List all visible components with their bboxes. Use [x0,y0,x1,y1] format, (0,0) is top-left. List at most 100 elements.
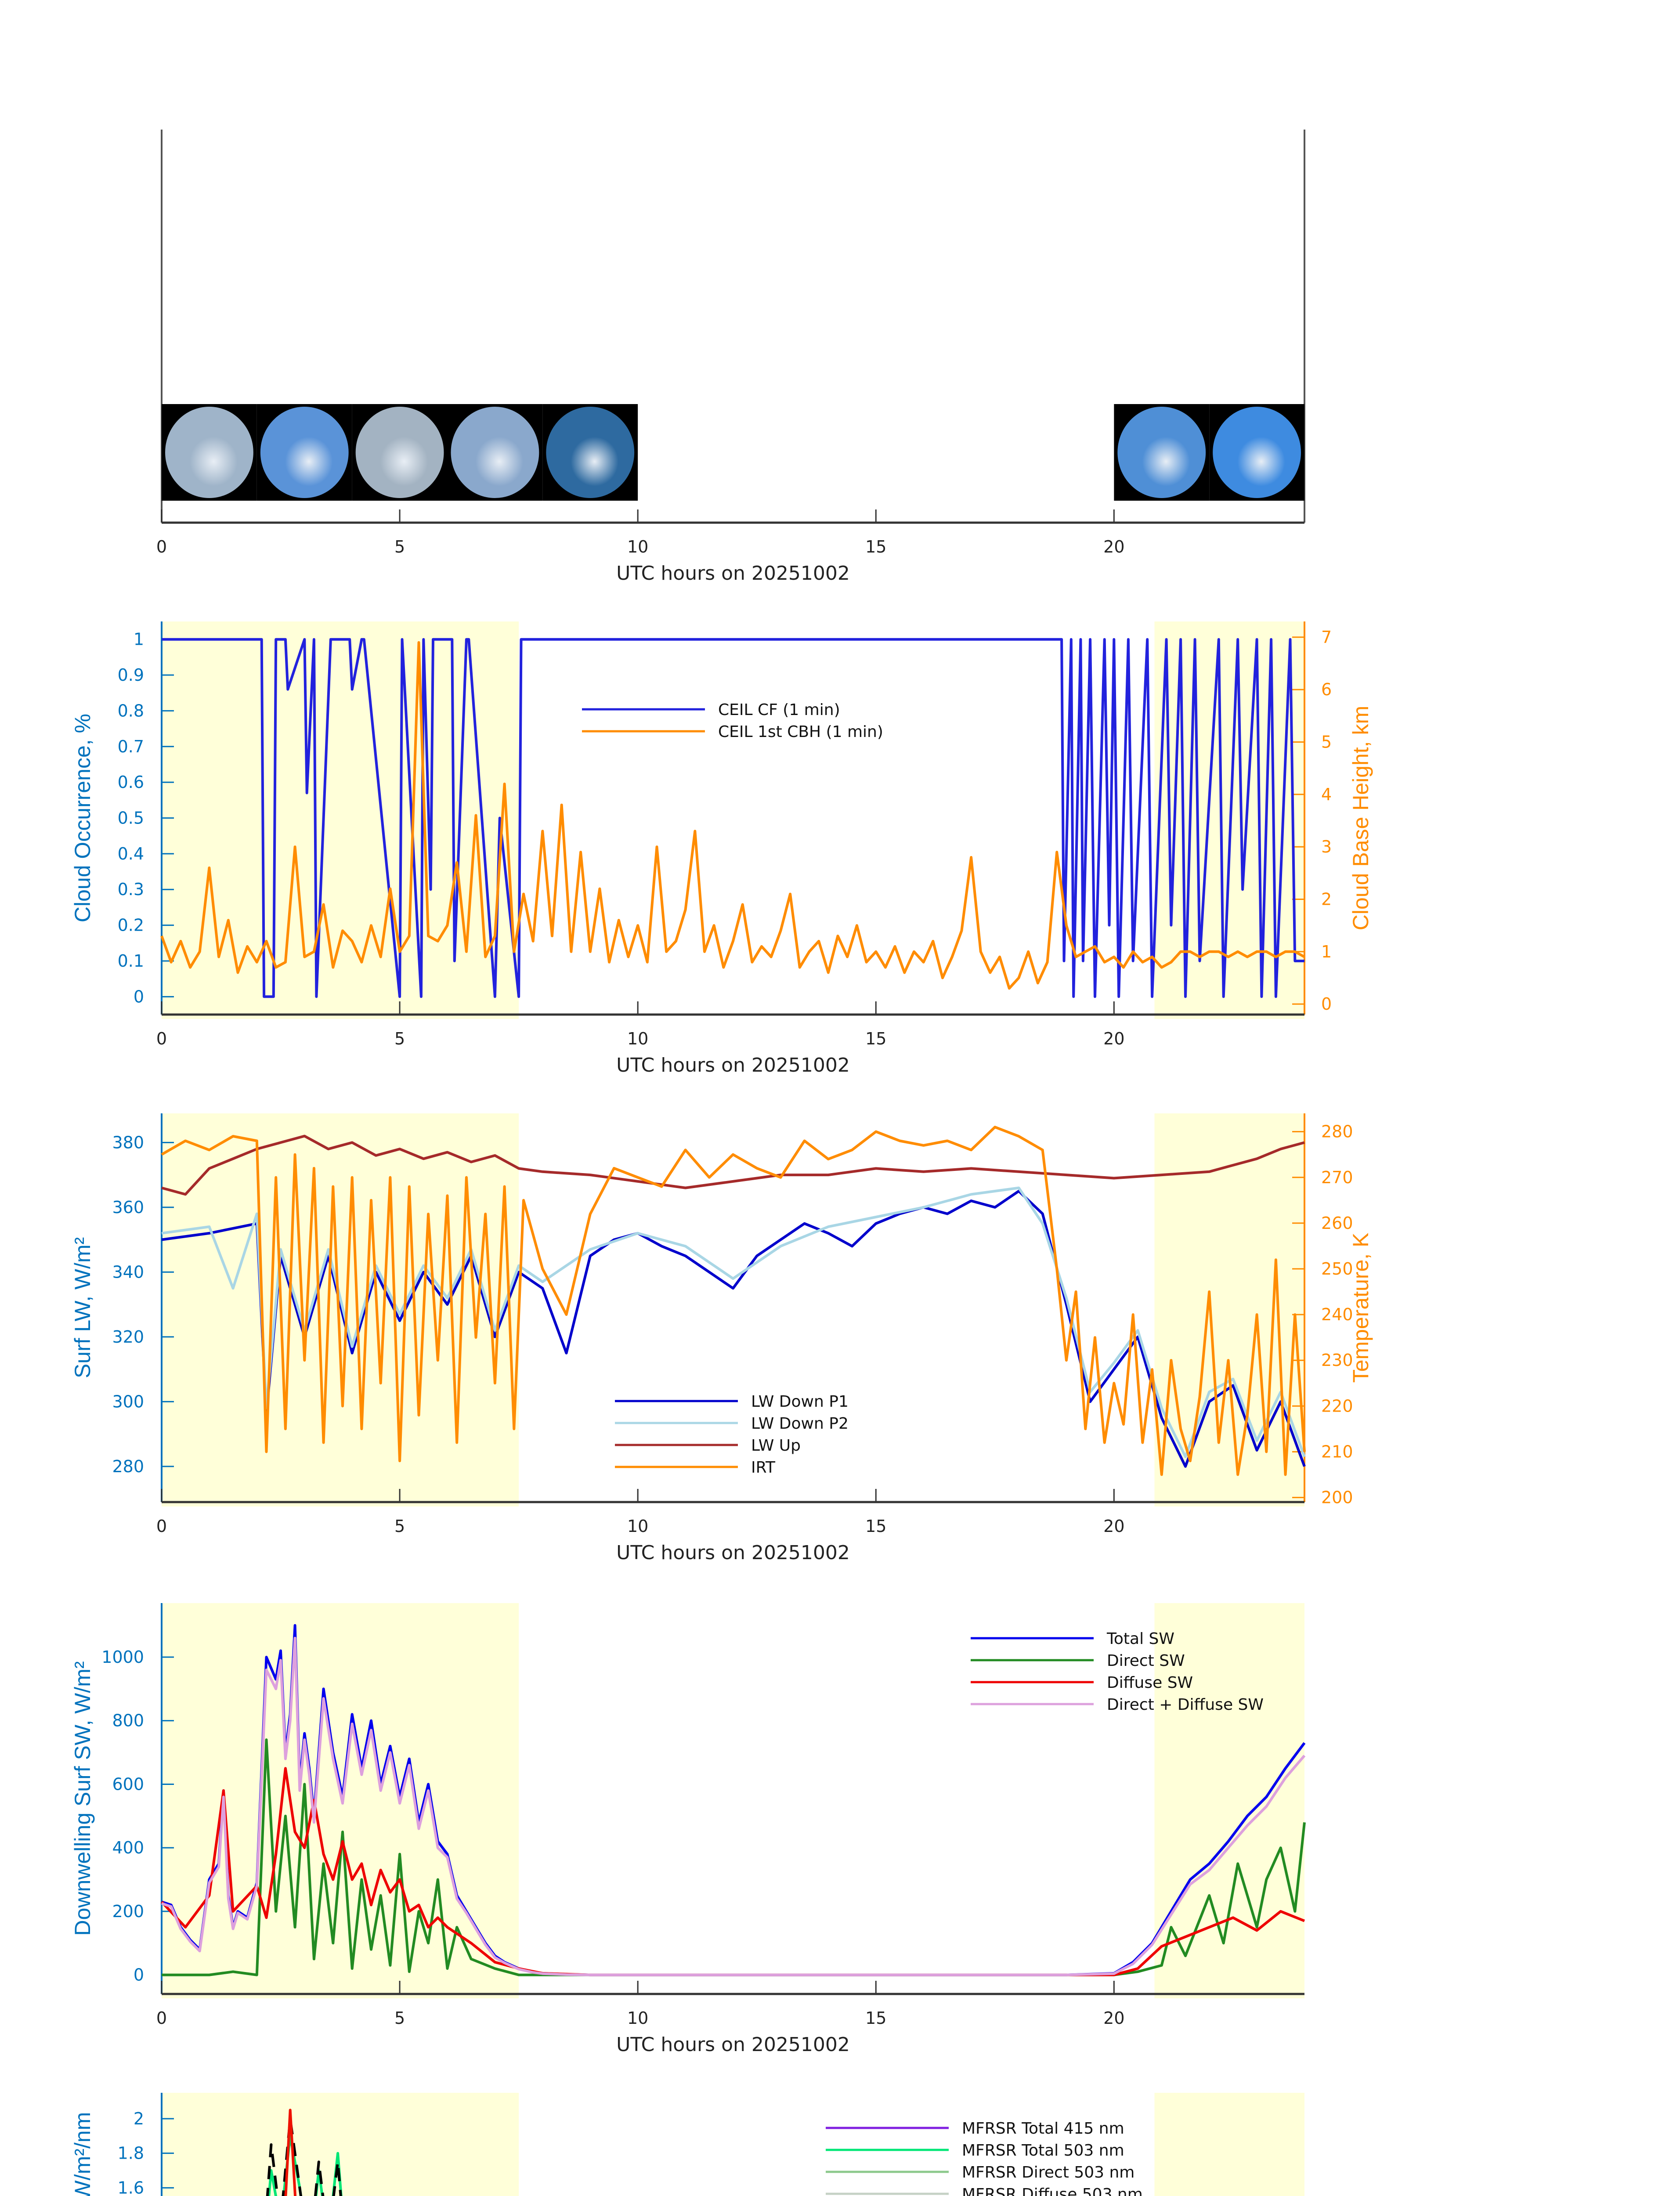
x-tick-label: 10 [627,537,648,556]
x-tick-label: 10 [627,1029,648,1048]
x-tick-label: 15 [865,1517,886,1536]
y-tick-label: 1.6 [118,2178,144,2196]
series-lw-down-p1 [161,1190,1306,1468]
y-tick-label: 400 [112,1838,144,1857]
x-tick-label: 5 [394,537,405,556]
y-right-tick-label: 270 [1321,1168,1353,1187]
y-tick-label: 0.3 [118,880,144,899]
x-tick-label: 5 [394,1517,405,1536]
daylight-shade-1 [1154,2093,1304,2196]
y-tick-label: 600 [112,1774,144,1794]
x-tick-label: 15 [865,1029,886,1048]
daylight-shade-1 [1154,1603,1304,1998]
y-tick-label: 800 [112,1711,144,1730]
series-ceil-cf-1-min- [162,638,1304,998]
legend-label: CEIL CF (1 min) [718,701,840,719]
y-right-axis-label: Cloud Base Height, km [1348,706,1373,930]
y-axis-label: Downwelling Narrowband, W/m²/nm [70,2112,95,2196]
series-lw-up [161,1134,1305,1196]
sky-image [260,407,349,498]
x-axis-label: UTC hours on 20251002 [616,1542,850,1564]
y-tick-label: 0.8 [118,701,144,720]
y-tick-label: 0.2 [118,916,144,935]
sky-image [546,407,635,498]
y-tick-label: 1 [134,630,144,649]
y-tick-label: 0.1 [118,951,144,971]
y-right-tick-label: 4 [1321,785,1332,804]
y-tick-label: 380 [112,1133,144,1152]
x-tick-label: 20 [1103,1029,1124,1048]
legend-label: CEIL 1st CBH (1 min) [718,723,883,741]
sky-image [165,407,253,498]
legend-label: MFRSR Total 415 nm [962,2120,1124,2138]
legend-label: IRT [751,1459,776,1477]
y-tick-label: 1000 [101,1647,144,1667]
y-tick-label: 200 [112,1902,144,1921]
x-tick-label: 0 [156,1029,167,1048]
y-tick-label: 0 [134,1965,144,1985]
y-tick-label: 340 [112,1262,144,1282]
y-tick-label: 360 [112,1198,144,1217]
series-irt [161,1126,1306,1476]
y-right-tick-label: 260 [1321,1214,1353,1233]
y-tick-label: 0.7 [118,737,144,756]
legend-label: LW Up [751,1437,801,1455]
sky-image [1117,407,1206,498]
legend: Total SW Direct SW Diffuse SW Direct + Diff… [971,1630,1264,1714]
panel-downwelling-sw: 0 200 400 600 800 1000 Downwelling Surf SW, W/… [70,1603,1306,2056]
x-tick-label: 15 [865,537,886,556]
x-axis-label: UTC hours on 20251002 [616,1054,850,1076]
series-diffuse-sw [160,1767,1305,1976]
legend-label: LW Down P2 [751,1415,849,1433]
y-right-tick-label: 200 [1321,1488,1353,1507]
y-axis-label: Cloud Occurrence, % [70,714,95,922]
panel-surface-lw: 2803003203403603802002102202302402502602… [70,1113,1373,1564]
legend: CEIL CF (1 min) CEIL 1st CBH (1 min) [582,701,883,741]
x-tick-label: 0 [156,2008,167,2028]
panel-cloud-occurrence: 00.10.20.30.40.50.60.70.80.9101234567Clo… [70,621,1373,1076]
legend-label: MFRSR Diffuse 503 nm [962,2185,1143,2196]
x-tick-label: 5 [394,1029,405,1048]
x-axis-label: UTC hours on 20251002 [616,562,850,585]
legend-label: MFRSR Direct 503 nm [962,2163,1134,2182]
x-tick-label: 10 [627,1517,648,1536]
y-tick-label: 0 [134,987,144,1006]
x-tick-label: 10 [627,2008,648,2028]
y-right-tick-label: 5 [1321,732,1332,751]
legend: LW Down P1 LW Down P2 LW Up IRT [615,1393,849,1477]
y-right-tick-label: 280 [1321,1122,1353,1141]
y-tick-label: 0.5 [118,809,144,828]
panel-downwelling-narrowband: 00.20.40.60.811.21.41.61.82Downwelling N… [70,2093,1304,2196]
y-tick-label: 320 [112,1327,144,1347]
legend-label: Direct SW [1107,1652,1185,1670]
legend-label: Diffuse SW [1107,1674,1193,1692]
y-right-tick-label: 1 [1321,942,1332,961]
x-tick-label: 20 [1103,537,1124,556]
y-tick-label: 300 [112,1392,144,1411]
x-axis-label: UTC hours on 20251002 [616,2033,850,2056]
x-tick-label: 0 [156,1517,167,1536]
sky-image [1213,407,1301,498]
y-axis-label: Surf LW, W/m² [70,1237,95,1378]
series-direct-sw [162,1738,1306,1976]
y-right-tick-label: 2 [1321,889,1332,909]
y-tick-label: 2 [134,2109,144,2128]
y-right-tick-label: 210 [1321,1442,1353,1461]
x-tick-label: 15 [865,2008,886,2028]
x-tick-label: 20 [1103,1517,1124,1536]
series-ceil-1st-cbh-1-min- [160,641,1305,990]
y-right-tick-label: 3 [1321,837,1332,856]
sky-image [451,407,539,498]
y-right-tick-label: 7 [1321,628,1332,647]
y-tick-label: 0.6 [118,773,144,792]
y-right-tick-label: 6 [1321,680,1332,699]
y-right-tick-label: 250 [1321,1259,1353,1279]
sky-image [355,407,444,498]
x-tick-label: 5 [394,2008,405,2028]
y-tick-label: 1.8 [118,2144,144,2163]
y-tick-label: 280 [112,1457,144,1476]
y-right-tick-label: 240 [1321,1305,1353,1324]
y-axis-label: Downwelling Surf SW, W/m² [70,1661,95,1936]
daylight-shade-1 [1154,1113,1304,1506]
